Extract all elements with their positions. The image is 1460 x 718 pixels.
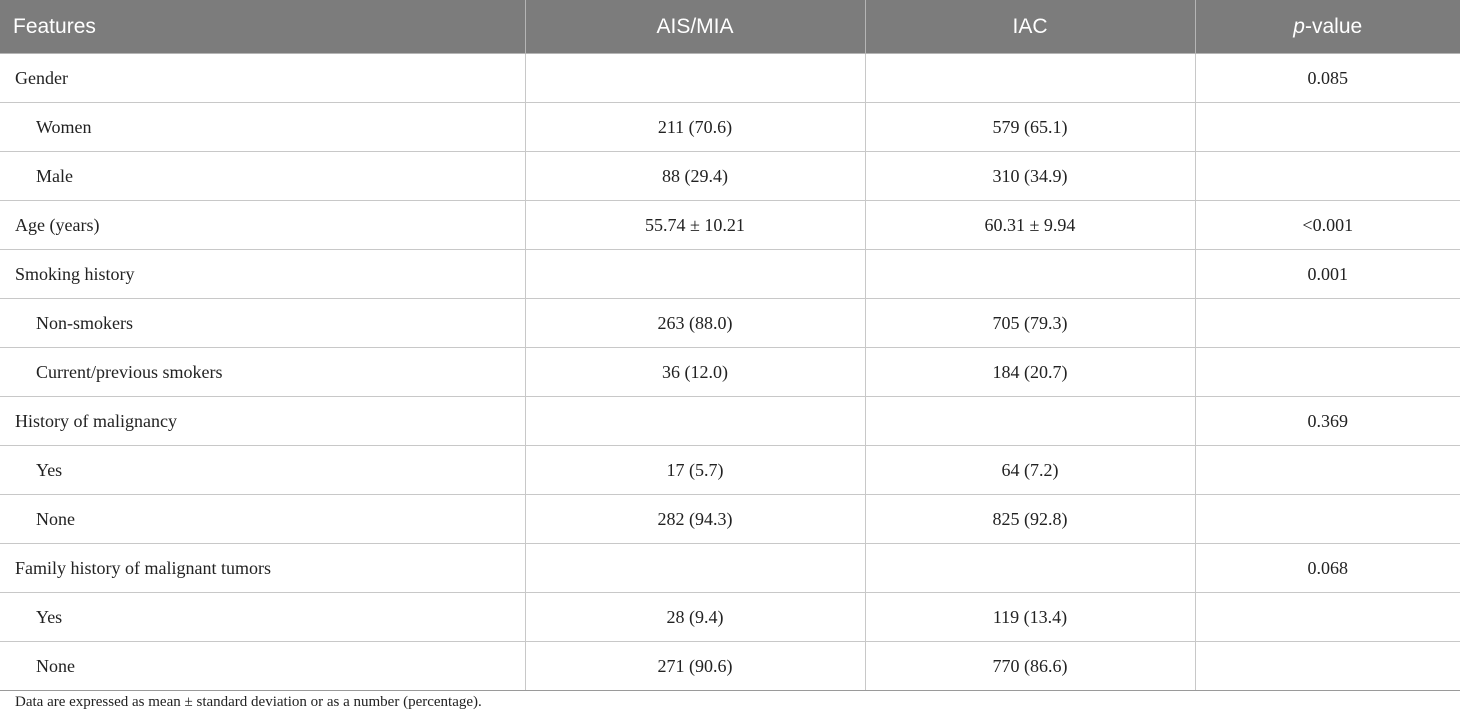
row-label: Family history of malignant tumors [0, 543, 526, 593]
cell-p-value [1195, 151, 1460, 201]
table-container: Features AIS/MIA IAC p-value Gender 0.085… [0, 0, 1460, 691]
row-label: Male [0, 151, 526, 201]
table-row: History of malignancy 0.369 [0, 396, 1460, 446]
cell-p-value: 0.085 [1195, 53, 1460, 103]
table-row: Current/previous smokers 36 (12.0) 184 (20… [0, 347, 1460, 397]
row-label: Yes [0, 445, 526, 495]
table-row: Male 88 (29.4) 310 (34.9) [0, 151, 1460, 201]
cell-iac: 310 (34.9) [865, 151, 1196, 201]
cell-p-value [1195, 494, 1460, 544]
table-row: Yes 28 (9.4) 119 (13.4) [0, 592, 1460, 642]
cell-ais-mia: 28 (9.4) [525, 592, 866, 642]
table-row: None 271 (90.6) 770 (86.6) [0, 641, 1460, 691]
cell-ais-mia [525, 543, 866, 593]
cell-ais-mia: 88 (29.4) [525, 151, 866, 201]
cell-iac [865, 249, 1196, 299]
header-p-value-suffix: -value [1304, 14, 1363, 38]
row-label: Current/previous smokers [0, 347, 526, 397]
row-label: Age (years) [0, 200, 526, 250]
row-label: None [0, 641, 526, 691]
header-p-value-italic: p [1293, 14, 1305, 38]
cell-ais-mia: 271 (90.6) [525, 641, 866, 691]
cell-iac: 825 (92.8) [865, 494, 1196, 544]
cell-p-value [1195, 592, 1460, 642]
cell-iac [865, 53, 1196, 103]
row-label: Yes [0, 592, 526, 642]
header-iac: IAC [865, 0, 1196, 54]
cell-iac: 64 (7.2) [865, 445, 1196, 495]
cell-iac: 60.31 ± 9.94 [865, 200, 1196, 250]
header-features: Features [0, 0, 526, 54]
row-label: Non-smokers [0, 298, 526, 348]
cell-p-value: 0.068 [1195, 543, 1460, 593]
cell-iac: 119 (13.4) [865, 592, 1196, 642]
cell-ais-mia [525, 53, 866, 103]
table-row: Non-smokers 263 (88.0) 705 (79.3) [0, 298, 1460, 348]
cell-ais-mia [525, 249, 866, 299]
table-header-row: Features AIS/MIA IAC p-value [0, 0, 1460, 54]
table-row: Women 211 (70.6) 579 (65.1) [0, 102, 1460, 152]
cell-iac [865, 543, 1196, 593]
table-row: Gender 0.085 [0, 53, 1460, 103]
row-label: Gender [0, 53, 526, 103]
cell-ais-mia: 282 (94.3) [525, 494, 866, 544]
cell-iac: 184 (20.7) [865, 347, 1196, 397]
row-label: None [0, 494, 526, 544]
table-row: None 282 (94.3) 825 (92.8) [0, 494, 1460, 544]
table-row: Smoking history 0.001 [0, 249, 1460, 299]
table-body: Gender 0.085 Women 211 (70.6) 579 (65.1) Male… [0, 53, 1460, 691]
table-row: Yes 17 (5.7) 64 (7.2) [0, 445, 1460, 495]
cell-iac: 705 (79.3) [865, 298, 1196, 348]
cell-iac: 579 (65.1) [865, 102, 1196, 152]
cell-iac [865, 396, 1196, 446]
cell-ais-mia [525, 396, 866, 446]
cell-ais-mia: 36 (12.0) [525, 347, 866, 397]
cell-iac: 770 (86.6) [865, 641, 1196, 691]
table-footnote: Data are expressed as mean ± standard de… [15, 694, 482, 710]
cell-ais-mia: 17 (5.7) [525, 445, 866, 495]
cell-p-value [1195, 641, 1460, 691]
cell-p-value: 0.369 [1195, 396, 1460, 446]
cell-ais-mia: 211 (70.6) [525, 102, 866, 152]
cell-ais-mia: 55.74 ± 10.21 [525, 200, 866, 250]
row-label: Women [0, 102, 526, 152]
characteristics-table: Features AIS/MIA IAC p-value Gender 0.085… [0, 0, 1460, 691]
table-row: Age (years) 55.74 ± 10.21 60.31 ± 9.94 <0.0… [0, 200, 1460, 250]
cell-p-value: <0.001 [1195, 200, 1460, 250]
cell-p-value [1195, 102, 1460, 152]
cell-p-value [1195, 347, 1460, 397]
cell-p-value [1195, 298, 1460, 348]
cell-p-value [1195, 445, 1460, 495]
row-label: History of malignancy [0, 396, 526, 446]
header-p-value: p-value [1195, 0, 1460, 54]
table-row: Family history of malignant tumors 0.068 [0, 543, 1460, 593]
row-label: Smoking history [0, 249, 526, 299]
cell-p-value: 0.001 [1195, 249, 1460, 299]
cell-ais-mia: 263 (88.0) [525, 298, 866, 348]
header-ais-mia: AIS/MIA [525, 0, 866, 54]
